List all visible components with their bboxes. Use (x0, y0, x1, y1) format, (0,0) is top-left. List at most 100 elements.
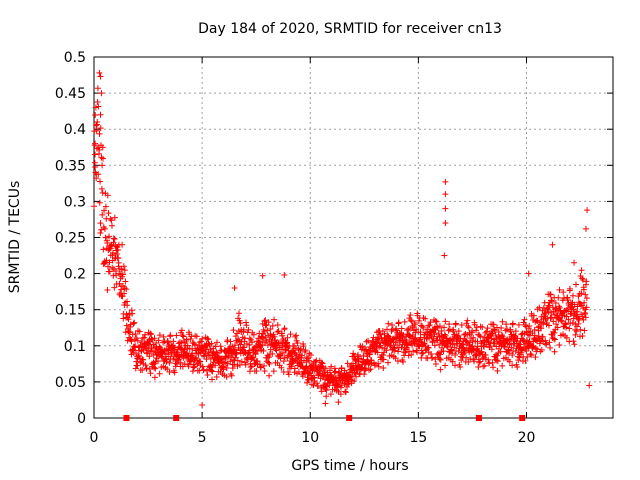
data-point (302, 347, 309, 354)
data-point-outlier (442, 178, 449, 185)
data-point (522, 322, 529, 329)
data-point (432, 361, 439, 368)
data-point (549, 298, 556, 305)
data-point (177, 359, 184, 366)
data-point (448, 350, 455, 357)
data-point-outlier (442, 191, 449, 198)
data-point (508, 344, 515, 351)
data-point (354, 351, 361, 358)
data-point (524, 337, 531, 344)
data-point (384, 332, 391, 339)
data-point (370, 334, 377, 341)
data-point (532, 354, 539, 361)
data-point (274, 328, 281, 335)
data-point (323, 393, 330, 400)
data-point (97, 125, 104, 132)
data-point-outlier (259, 272, 266, 279)
data-point (437, 366, 444, 373)
data-point (260, 347, 267, 354)
chart-title: Day 184 of 2020, SRMTID for receiver cn1… (198, 21, 502, 37)
data-point (279, 350, 286, 357)
x-axis-label: GPS time / hours (291, 458, 408, 474)
data-point (199, 363, 206, 370)
data-point (558, 318, 565, 325)
data-point (350, 350, 357, 357)
data-point (457, 363, 464, 370)
data-point (128, 338, 135, 345)
data-point (121, 267, 128, 274)
data-point (111, 236, 118, 243)
data-point (482, 329, 489, 336)
data-point (114, 246, 121, 253)
data-point (344, 360, 351, 367)
data-points (91, 69, 593, 409)
data-point (246, 341, 253, 348)
data-point-outlier (525, 270, 532, 277)
data-point (488, 346, 495, 353)
data-point (111, 284, 118, 291)
data-point (305, 376, 312, 383)
data-point (376, 343, 383, 350)
data-point (538, 325, 545, 332)
data-point (567, 311, 574, 318)
data-point (560, 289, 567, 296)
data-point (265, 359, 272, 366)
data-point (252, 351, 259, 358)
data-point (391, 347, 398, 354)
data-point (370, 342, 377, 349)
data-point (514, 363, 521, 370)
data-point (428, 351, 435, 358)
data-point (293, 332, 300, 339)
data-point (263, 338, 270, 345)
data-point (292, 333, 299, 340)
data-point (272, 337, 279, 344)
data-point (563, 313, 570, 320)
data-point (442, 362, 449, 369)
data-point (550, 335, 557, 342)
y-tick-label: 0.35 (55, 158, 86, 174)
data-point (275, 328, 282, 335)
data-point (506, 341, 513, 348)
data-point (546, 302, 553, 309)
data-point (279, 332, 286, 339)
data-point (374, 349, 381, 356)
data-point (277, 355, 284, 362)
data-point (143, 365, 150, 372)
data-point (178, 327, 185, 334)
data-point (342, 389, 349, 396)
data-point (119, 293, 126, 300)
data-point (473, 324, 480, 331)
data-point (163, 358, 170, 365)
axis-ticks: 0 0.05 0.1 0.15 0.2 0.25 0.3 0.35 0.4 0.45 0.5 0 5 10… (55, 50, 613, 446)
data-point (204, 371, 211, 378)
data-point (266, 372, 273, 379)
data-point (223, 364, 230, 371)
data-point (249, 339, 256, 346)
data-point (134, 337, 141, 344)
data-point (97, 220, 104, 227)
data-point-outlier (93, 122, 100, 129)
data-point (442, 318, 449, 325)
data-point (470, 334, 477, 341)
data-point (196, 367, 203, 374)
data-point (338, 364, 345, 371)
data-point (499, 362, 506, 369)
data-point (583, 304, 590, 311)
data-point (200, 366, 207, 373)
data-point (101, 225, 108, 232)
data-point (273, 347, 280, 354)
data-point-outlier (442, 205, 449, 212)
data-point (114, 251, 121, 258)
data-point (118, 286, 125, 293)
data-point (98, 185, 105, 192)
data-point (102, 203, 109, 210)
data-point (227, 347, 234, 354)
data-point (387, 342, 394, 349)
data-point (449, 358, 456, 365)
data-point (188, 358, 195, 365)
data-point (167, 332, 174, 339)
data-point (553, 321, 560, 328)
y-axis-label: SRMTID / TECUs (7, 181, 23, 294)
data-point (380, 356, 387, 363)
